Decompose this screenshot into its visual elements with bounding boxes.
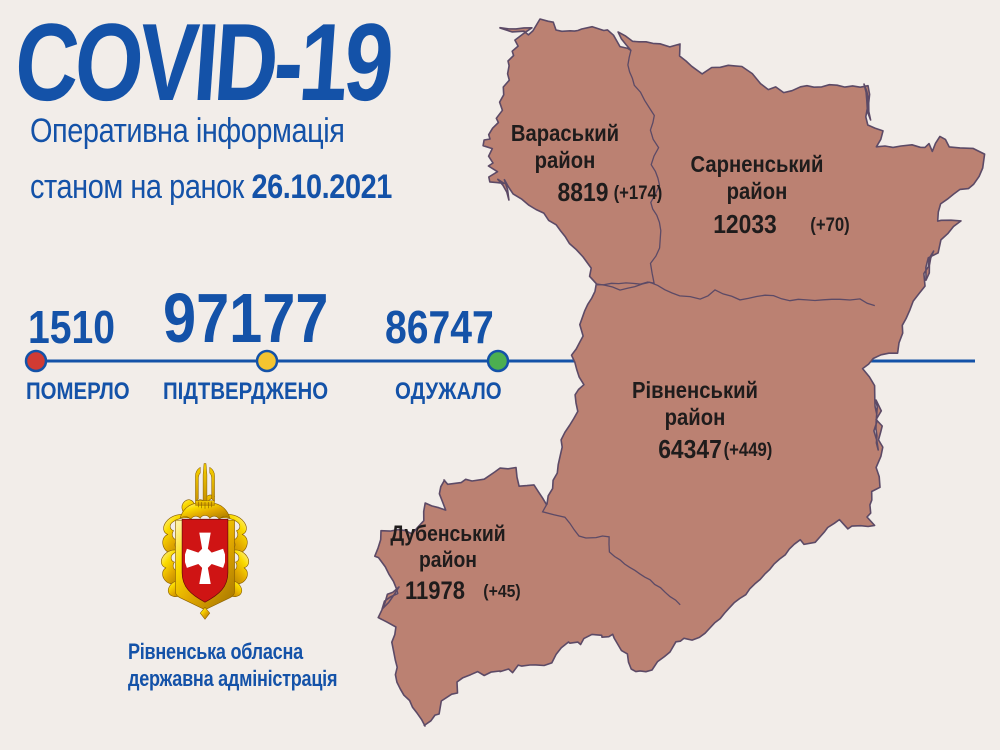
svg-text:район: район — [665, 404, 726, 431]
svg-text:12033: 12033 — [713, 211, 777, 240]
svg-text:район: район — [535, 147, 596, 174]
svg-text:Дубенський: Дубенський — [390, 522, 505, 546]
svg-text:8819: 8819 — [558, 179, 609, 208]
svg-text:(+174): (+174) — [614, 182, 663, 203]
svg-text:Рівненський: Рівненський — [632, 377, 758, 404]
svg-text:Вараський: Вараський — [511, 120, 619, 147]
svg-text:(+449): (+449) — [724, 439, 773, 460]
svg-text:район: район — [419, 548, 477, 572]
svg-text:(+45): (+45) — [483, 581, 520, 601]
svg-text:район: район — [727, 178, 788, 205]
svg-text:64347: 64347 — [658, 436, 722, 465]
svg-text:(+70): (+70) — [810, 214, 849, 235]
svg-text:11978: 11978 — [405, 577, 465, 605]
svg-text:Сарненський: Сарненський — [691, 151, 824, 178]
